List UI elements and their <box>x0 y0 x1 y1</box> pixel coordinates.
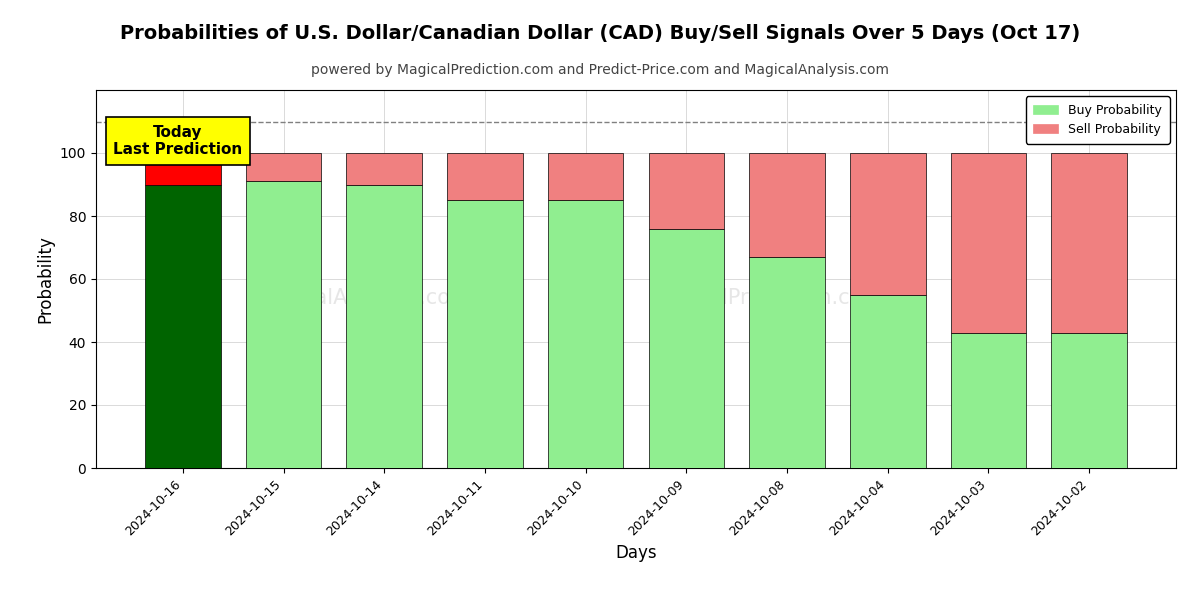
Bar <box>145 185 221 468</box>
X-axis label: Days: Days <box>616 544 656 562</box>
Bar <box>246 181 322 468</box>
Text: calAnalysis.com: calAnalysis.com <box>304 288 472 308</box>
Bar <box>448 200 523 468</box>
Bar <box>648 153 724 229</box>
Bar <box>448 153 523 200</box>
Bar <box>548 200 624 468</box>
Bar <box>950 332 1026 468</box>
Text: Probabilities of U.S. Dollar/Canadian Dollar (CAD) Buy/Sell Signals Over 5 Days : Probabilities of U.S. Dollar/Canadian Do… <box>120 24 1080 43</box>
Y-axis label: Probability: Probability <box>36 235 54 323</box>
Bar <box>950 153 1026 332</box>
Legend: Buy Probability, Sell Probability: Buy Probability, Sell Probability <box>1026 96 1170 143</box>
Text: powered by MagicalPrediction.com and Predict-Price.com and MagicalAnalysis.com: powered by MagicalPrediction.com and Pre… <box>311 63 889 77</box>
Bar <box>1051 332 1127 468</box>
Text: Today
Last Prediction: Today Last Prediction <box>113 125 242 157</box>
Bar <box>347 185 422 468</box>
Bar <box>548 153 624 200</box>
Text: MagicalPrediction.com: MagicalPrediction.com <box>648 288 883 308</box>
Bar <box>749 153 824 257</box>
Bar <box>850 295 925 468</box>
Bar <box>1051 153 1127 332</box>
Bar <box>648 229 724 468</box>
Bar <box>749 257 824 468</box>
Bar <box>347 153 422 185</box>
Bar <box>246 153 322 181</box>
Bar <box>145 153 221 185</box>
Bar <box>850 153 925 295</box>
